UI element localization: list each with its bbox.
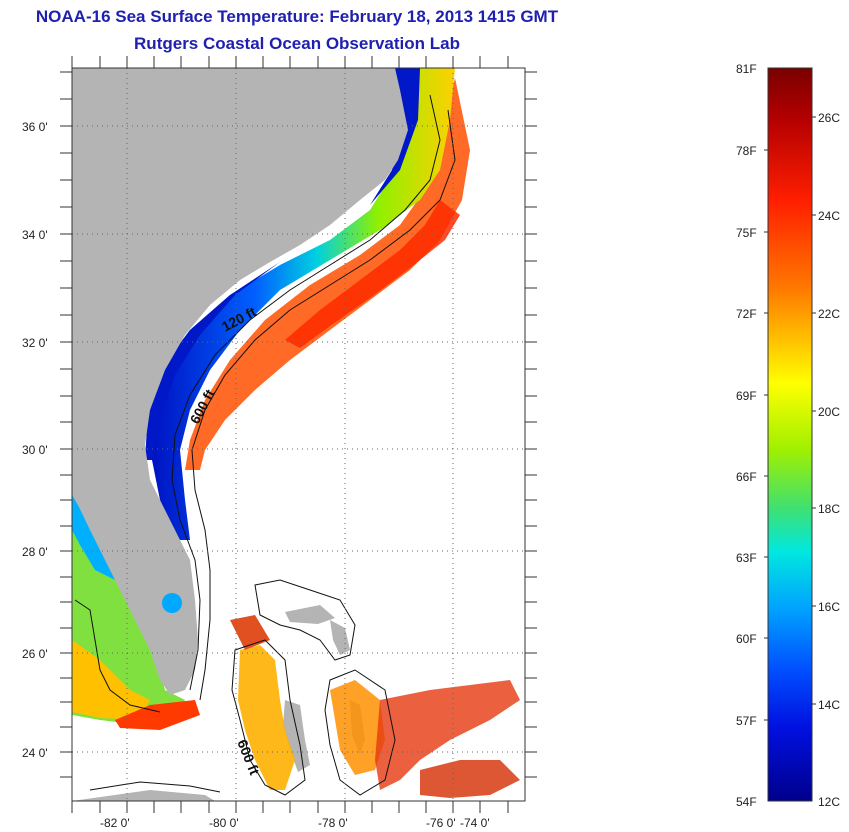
- graticule: [72, 68, 525, 801]
- bahamas-bank-water-east: [330, 680, 385, 775]
- lat-label-26: 26 0': [22, 647, 48, 661]
- lat-label-24: 24 0': [22, 746, 48, 760]
- contour-cuba: [89, 781, 221, 793]
- lat-label-30: 30 0': [22, 443, 48, 457]
- lon-label-80: -80 0': [209, 816, 239, 830]
- lake-okeechobee: [162, 593, 182, 613]
- colorbar-label-66f: 66F: [736, 470, 757, 484]
- colorbar-label-20c: 20C: [818, 405, 840, 419]
- gulf-west-warm-water: [72, 640, 150, 720]
- map-subtitle: Rutgers Coastal Ocean Observation Lab: [134, 34, 460, 53]
- bahamas-bank-water-west: [238, 645, 295, 790]
- colorbar-label-69f: 69F: [736, 389, 757, 403]
- colorbar-label-57f: 57F: [736, 714, 757, 728]
- bahamas-warm-patches: [375, 680, 520, 790]
- colorbar-label-22c: 22C: [818, 307, 840, 321]
- colorbar-label-24c: 24C: [818, 209, 840, 223]
- colorbar-label-63f: 63F: [736, 551, 757, 565]
- colorbar-label-72f: 72F: [736, 307, 757, 321]
- tick-marks: [60, 56, 537, 813]
- contour-florida-west: [74, 599, 161, 713]
- cuba-coast: [72, 790, 215, 801]
- lat-label-28: 28 0': [22, 545, 48, 559]
- colorbar-label-75f: 75F: [736, 226, 757, 240]
- lon-label-76: -76 0': [426, 816, 456, 830]
- colorbar-label-12c: 12C: [818, 795, 840, 809]
- land-us-east-coast: [72, 68, 408, 695]
- contour-bahamas-1: [254, 579, 356, 661]
- bahamas-island-andros: [283, 700, 310, 772]
- colorbar-label-16c: 16C: [818, 600, 840, 614]
- colorbar-label-54f: 54F: [736, 795, 757, 809]
- gulf-stream-warm-water: [185, 78, 470, 470]
- contour-bahamas-2: [231, 639, 306, 796]
- bahamas-island-grand-bahama: [285, 605, 335, 624]
- shelf-water: [148, 68, 455, 540]
- map-frame: [71, 67, 526, 802]
- lon-label-74: -74 0': [460, 816, 490, 830]
- lon-label-78: -78 0': [318, 816, 348, 830]
- lon-label-82: -82 0': [100, 816, 130, 830]
- gulf-stream-hot-core: [285, 200, 460, 348]
- lat-label-36: 36 0': [22, 120, 48, 134]
- florida-keys-warm-water: [115, 700, 200, 730]
- contour-120ft: [171, 94, 441, 691]
- colorbar-ticks: [764, 116, 816, 721]
- colorbar-label-18c: 18C: [818, 502, 840, 516]
- colorbar: [767, 67, 813, 802]
- contour-bahamas-3: [324, 669, 396, 796]
- colorbar-label-60f: 60F: [736, 632, 757, 646]
- lat-label-32: 32 0': [22, 336, 48, 350]
- colorbar-label-26c: 26C: [818, 111, 840, 125]
- contour-600ft: [191, 109, 456, 701]
- bahamas-warm-patches-3: [420, 760, 520, 798]
- map-title: NOAA-16 Sea Surface Temperature: Februar…: [35, 7, 559, 26]
- colorbar-label-81f: 81F: [736, 62, 757, 76]
- colorbar-label-78f: 78F: [736, 144, 757, 158]
- lat-label-34: 34 0': [22, 228, 48, 242]
- colorbar-label-14c: 14C: [818, 698, 840, 712]
